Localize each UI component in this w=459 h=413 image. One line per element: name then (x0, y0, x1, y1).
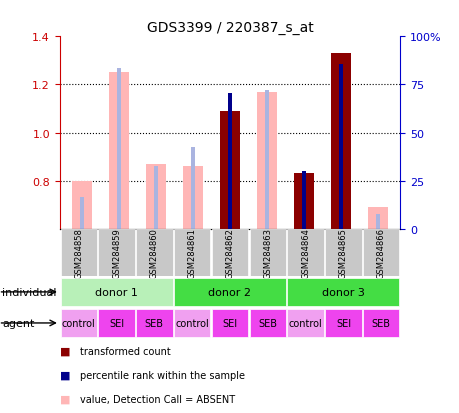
Text: agent: agent (2, 318, 34, 328)
Bar (325, 309, 361, 337)
Bar (146, 164, 166, 229)
Bar (362, 229, 398, 277)
Text: SEI: SEI (109, 318, 124, 328)
Bar (174, 229, 210, 277)
Bar (375, 215, 380, 229)
Text: GSM284866: GSM284866 (376, 228, 385, 278)
Text: control: control (288, 318, 322, 328)
Bar (256, 93, 277, 229)
Text: SEB: SEB (371, 318, 390, 328)
Text: GSM284862: GSM284862 (225, 228, 234, 278)
Bar (136, 229, 172, 277)
Bar (79, 198, 84, 229)
Text: donor 1: donor 1 (95, 287, 138, 297)
Bar (182, 167, 203, 229)
Text: ■: ■ (60, 370, 70, 380)
Bar (72, 181, 92, 229)
Bar (61, 309, 97, 337)
Bar (98, 229, 134, 277)
Bar (190, 147, 195, 229)
Bar (264, 91, 269, 229)
Bar (61, 278, 172, 306)
Text: SEB: SEB (145, 318, 163, 328)
Bar (249, 229, 285, 277)
Title: GDS3399 / 220387_s_at: GDS3399 / 220387_s_at (146, 21, 313, 35)
Bar (330, 54, 350, 229)
Bar (325, 229, 361, 277)
Text: transformed count: transformed count (80, 346, 171, 356)
Bar (136, 309, 172, 337)
Bar (109, 73, 129, 229)
Text: control: control (62, 318, 95, 328)
Text: GSM284864: GSM284864 (301, 228, 309, 278)
Bar (338, 65, 342, 229)
Text: GSM284865: GSM284865 (338, 228, 347, 278)
Text: GSM284860: GSM284860 (150, 228, 158, 278)
Bar (153, 167, 158, 229)
Bar (293, 174, 313, 229)
Text: value, Detection Call = ABSENT: value, Detection Call = ABSENT (80, 394, 235, 404)
Text: ■: ■ (60, 346, 70, 356)
Bar (219, 112, 240, 229)
Text: percentile rank within the sample: percentile rank within the sample (80, 370, 245, 380)
Bar (367, 208, 387, 229)
Bar (212, 229, 247, 277)
Text: SEI: SEI (335, 318, 350, 328)
Bar (227, 94, 232, 229)
Bar (287, 309, 323, 337)
Text: SEB: SEB (258, 318, 277, 328)
Text: control: control (175, 318, 208, 328)
Bar (212, 309, 247, 337)
Text: GSM284858: GSM284858 (74, 228, 83, 278)
Text: individual: individual (2, 287, 56, 297)
Text: GSM284861: GSM284861 (187, 228, 196, 278)
Bar (174, 309, 210, 337)
Text: GSM284859: GSM284859 (112, 228, 121, 278)
Bar (362, 309, 398, 337)
Bar (98, 309, 134, 337)
Bar (61, 229, 97, 277)
Text: ■: ■ (60, 394, 70, 404)
Bar (287, 229, 323, 277)
Bar (117, 69, 121, 229)
Text: SEI: SEI (222, 318, 237, 328)
Bar (174, 278, 285, 306)
Bar (249, 309, 285, 337)
Text: donor 3: donor 3 (321, 287, 364, 297)
Bar (287, 278, 398, 306)
Bar (301, 172, 306, 229)
Text: GSM284863: GSM284863 (263, 228, 272, 278)
Text: donor 2: donor 2 (208, 287, 251, 297)
